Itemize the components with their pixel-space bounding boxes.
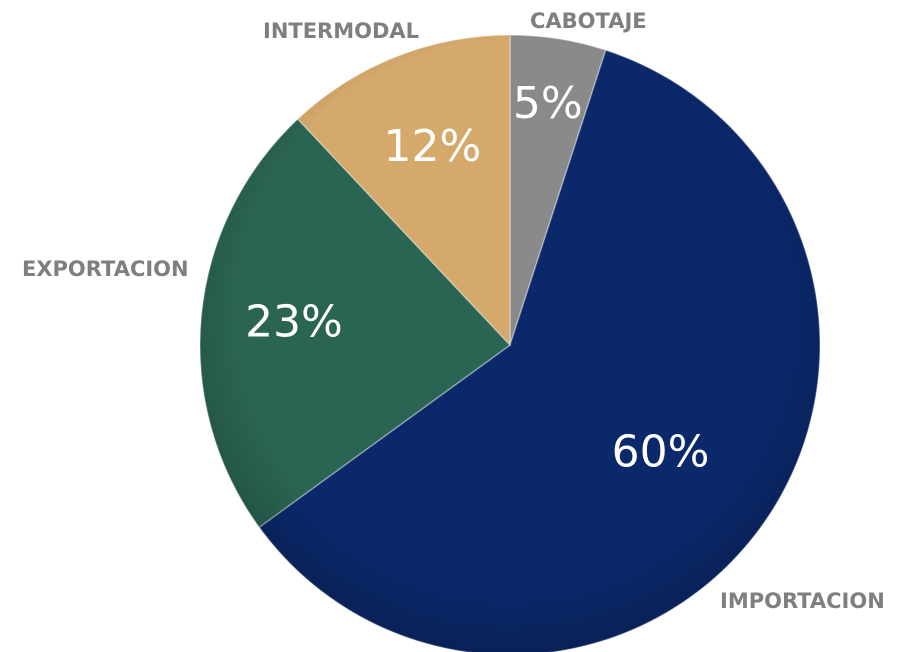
category-label: INTERMODAL — [263, 19, 419, 43]
category-label: CABOTAJE — [530, 9, 647, 33]
value-label: 60% — [612, 426, 710, 477]
category-label: EXPORTACION — [22, 257, 189, 281]
category-label: IMPORTACION — [720, 589, 885, 613]
value-label: 12% — [384, 121, 482, 172]
labels: 5% CABOTAJE 60% IMPORTACION 23% EXPORTACION 12… — [22, 9, 885, 613]
value-label: 23% — [245, 297, 343, 348]
value-label: 5% — [513, 78, 583, 129]
